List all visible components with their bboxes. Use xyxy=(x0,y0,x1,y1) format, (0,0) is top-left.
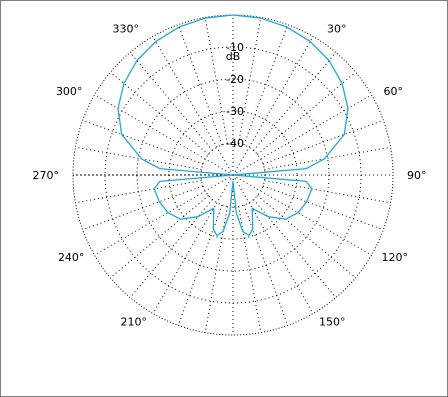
angle-label-120: 120° xyxy=(382,251,409,264)
grid-minor-spoke-110 xyxy=(262,185,384,231)
angle-label-330: 330° xyxy=(113,22,140,35)
grid-spoke-210 xyxy=(152,174,234,314)
radial-tick-label-4: -40 xyxy=(226,137,244,150)
grid-minor-spoke-10 xyxy=(238,17,262,144)
grid-minor-spoke-50 xyxy=(257,71,356,155)
grid-minor-spoke-100 xyxy=(264,180,391,204)
angle-label-30: 30° xyxy=(327,22,347,35)
pattern-series xyxy=(117,14,349,236)
grid-minor-spoke-310 xyxy=(110,71,209,155)
angle-label-90: 90° xyxy=(407,169,427,182)
grid-spoke-330 xyxy=(152,36,234,176)
grid-minor-spoke-280 xyxy=(75,146,202,170)
grid-minor-spoke-40 xyxy=(253,52,337,151)
grid-spoke-300 xyxy=(94,94,234,176)
radial-unit-label: dB xyxy=(226,50,241,63)
grid-minor-spoke-160 xyxy=(243,204,289,326)
radial-tick-label-3: -30 xyxy=(226,105,244,118)
angle-label-150: 150° xyxy=(319,316,346,329)
grid-minor-spoke-130 xyxy=(257,195,356,279)
radial-tick-label-2: -20 xyxy=(226,73,244,86)
grid-minor-spoke-230 xyxy=(110,195,209,279)
grid-minor-spoke-290 xyxy=(82,119,204,165)
grid-minor-spoke-320 xyxy=(129,52,213,151)
grid-minor-spoke-260 xyxy=(75,180,202,204)
grid-minor-spoke-250 xyxy=(82,185,204,231)
angle-label-300: 300° xyxy=(56,85,83,98)
grid-spoke-120 xyxy=(232,174,372,256)
angle-label-210: 210° xyxy=(121,316,148,329)
grid-spoke-30 xyxy=(232,36,314,176)
grid-spoke-150 xyxy=(232,174,314,314)
polar-labels: 30°60°90°120°150°210°240°270°300°330°dB-… xyxy=(33,22,427,328)
grid-minor-spoke-350 xyxy=(204,17,228,144)
grid-spoke-60 xyxy=(232,94,372,176)
radial-tick-label-1: -10 xyxy=(226,41,244,54)
grid-minor-spoke-80 xyxy=(264,146,391,170)
pattern-line-0 xyxy=(117,14,349,236)
grid-minor-spoke-340 xyxy=(177,24,223,146)
grid-minor-spoke-170 xyxy=(238,206,262,333)
angle-label-60: 60° xyxy=(384,85,404,98)
angle-label-270: 270° xyxy=(33,169,60,182)
angle-label-240: 240° xyxy=(58,251,85,264)
grid-minor-spoke-220 xyxy=(129,199,213,298)
grid-minor-spoke-20 xyxy=(243,24,289,146)
grid-spoke-240 xyxy=(94,174,234,256)
grid-minor-spoke-140 xyxy=(253,199,337,298)
grid-minor-spoke-190 xyxy=(204,206,228,333)
